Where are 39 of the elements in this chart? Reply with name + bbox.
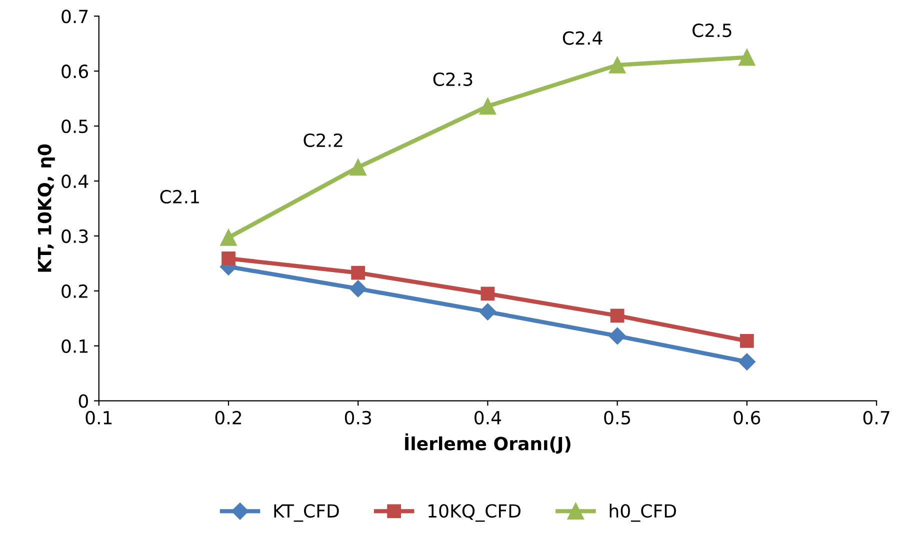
- point: [350, 280, 367, 298]
- point: [610, 308, 624, 323]
- y-tick-label: 0.5: [62, 120, 88, 134]
- point: [351, 266, 366, 280]
- annotation: C2.5: [692, 24, 732, 38]
- y-tick-label: 0.3: [62, 229, 88, 244]
- point: [222, 252, 236, 266]
- legend-label: h0_CFD: [610, 504, 676, 522]
- annotation: C2.4: [562, 31, 602, 45]
- x-tick-label: 0.1: [86, 410, 112, 425]
- y-tick-label: 0.6: [62, 64, 88, 78]
- point: [738, 353, 756, 370]
- x-tick-label: 0.6: [734, 410, 760, 425]
- annotation: C2.3: [433, 72, 472, 86]
- x-tick-label: 0.2: [215, 410, 242, 425]
- x-tick-label: 0.4: [474, 410, 502, 425]
- point: [738, 49, 756, 66]
- y-tick-label: 0: [78, 394, 88, 408]
- y-axis-title: KT, 10KQ, η0: [38, 144, 55, 272]
- x-axis-title: İlerleme Oranı(J): [405, 433, 570, 454]
- x-tick-label: 0.3: [344, 410, 372, 425]
- point: [608, 56, 626, 74]
- x-tick-label: 0.7: [863, 410, 890, 425]
- point: [479, 303, 496, 320]
- point: [479, 98, 496, 115]
- point: [608, 327, 626, 345]
- y-tick-label: 0.4: [62, 174, 88, 188]
- y-tick-label: 0.7: [62, 10, 88, 24]
- point: [220, 229, 237, 246]
- annotation: C2.1: [160, 190, 199, 204]
- point: [350, 158, 366, 176]
- legend-label: 10KQ_CFD: [428, 504, 520, 522]
- annotation: C2.2: [304, 133, 342, 148]
- legend-label: KT_CFD: [274, 504, 339, 522]
- y-tick-label: 0.1: [62, 339, 88, 353]
- y-tick-label: 0.2: [62, 284, 88, 298]
- point: [740, 334, 754, 348]
- x-tick-label: 0.5: [604, 410, 630, 425]
- point: [480, 286, 495, 301]
